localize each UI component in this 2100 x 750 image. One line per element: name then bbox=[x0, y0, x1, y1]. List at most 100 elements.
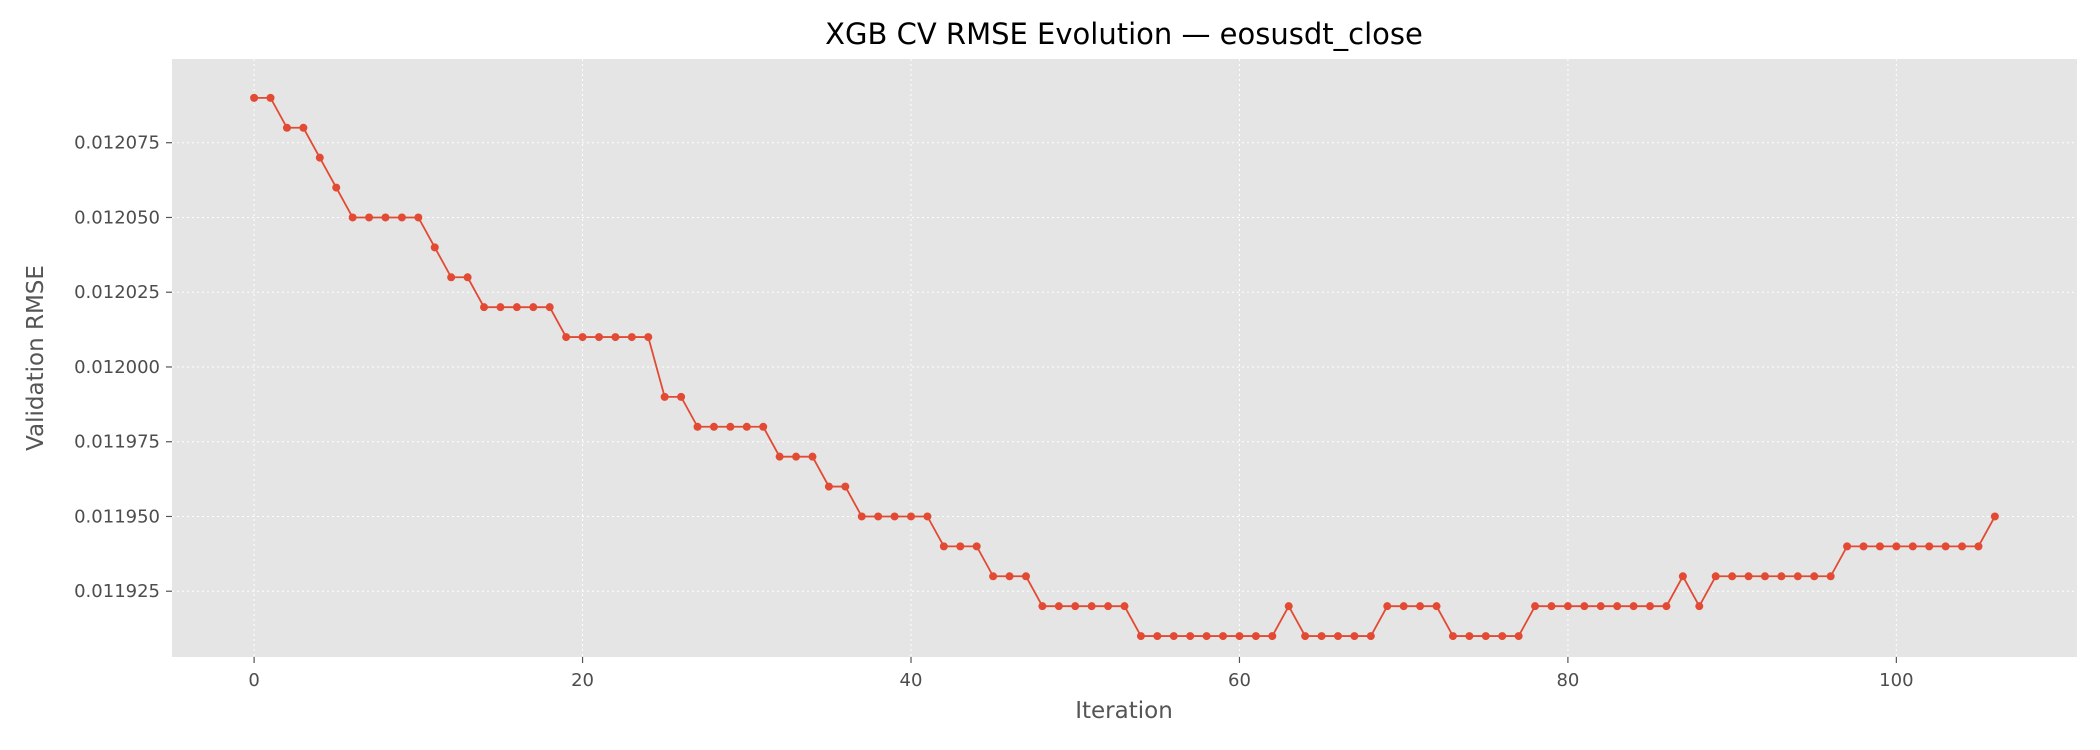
data-point bbox=[282, 123, 291, 132]
data-point bbox=[742, 422, 751, 431]
data-point bbox=[1547, 602, 1556, 611]
data-point bbox=[874, 512, 883, 521]
data-point bbox=[1350, 632, 1359, 641]
data-point bbox=[1136, 632, 1145, 641]
data-point bbox=[1678, 572, 1687, 581]
data-point bbox=[397, 213, 406, 222]
data-point bbox=[1186, 632, 1195, 641]
data-point bbox=[644, 333, 653, 342]
data-point bbox=[1005, 572, 1014, 581]
data-point bbox=[512, 303, 521, 312]
data-point bbox=[1498, 632, 1507, 641]
x-tick-label: 60 bbox=[1228, 670, 1251, 691]
data-point bbox=[1235, 632, 1244, 641]
data-point bbox=[1662, 602, 1671, 611]
x-tick-label: 80 bbox=[1556, 670, 1579, 691]
data-point bbox=[1728, 572, 1737, 581]
y-tick-label: 0.012025 bbox=[74, 282, 160, 303]
data-point bbox=[480, 303, 489, 312]
data-point bbox=[1958, 542, 1967, 551]
x-axis-ticks: 0 20 40 60 80 100 bbox=[248, 657, 1914, 691]
data-point bbox=[447, 273, 456, 282]
data-point bbox=[660, 392, 669, 401]
data-point bbox=[463, 273, 472, 282]
data-point bbox=[266, 93, 275, 102]
data-point bbox=[1383, 602, 1392, 611]
data-point bbox=[1021, 572, 1030, 581]
data-point bbox=[1284, 602, 1293, 611]
data-point bbox=[1169, 632, 1178, 641]
data-point bbox=[1875, 542, 1884, 551]
chart-title: XGB CV RMSE Evolution — eosusdt_close bbox=[825, 17, 1423, 51]
data-point bbox=[1301, 632, 1310, 641]
series-points bbox=[250, 93, 1999, 641]
y-tick-label: 0.012000 bbox=[74, 357, 160, 378]
y-tick-label: 0.011925 bbox=[74, 581, 160, 602]
data-point bbox=[1925, 542, 1934, 551]
data-point bbox=[792, 452, 801, 461]
data-point bbox=[709, 422, 718, 431]
y-tick-label: 0.011950 bbox=[74, 506, 160, 527]
y-axis-ticks: 0.011925 0.011950 0.011975 0.012000 0.012025… bbox=[74, 133, 172, 602]
data-point bbox=[1251, 632, 1260, 641]
data-point bbox=[496, 303, 505, 312]
data-point bbox=[1990, 512, 1999, 521]
data-point bbox=[529, 303, 538, 312]
data-point bbox=[808, 452, 817, 461]
data-point bbox=[1054, 602, 1063, 611]
data-point bbox=[1826, 572, 1835, 581]
data-point bbox=[1153, 632, 1162, 641]
data-point bbox=[907, 512, 916, 521]
data-point bbox=[1629, 602, 1638, 611]
data-point bbox=[939, 542, 948, 551]
plot-area bbox=[172, 59, 2077, 657]
data-point bbox=[1465, 632, 1474, 641]
y-tick-label: 0.011975 bbox=[74, 432, 160, 453]
x-axis-label: Iteration bbox=[1075, 698, 1173, 724]
data-point bbox=[1514, 632, 1523, 641]
data-point bbox=[1399, 602, 1408, 611]
data-point bbox=[1793, 572, 1802, 581]
data-point bbox=[1695, 602, 1704, 611]
data-point bbox=[1120, 602, 1129, 611]
data-point bbox=[1038, 602, 1047, 611]
data-point bbox=[1563, 602, 1572, 611]
x-tick-label: 100 bbox=[1879, 670, 1913, 691]
data-point bbox=[1481, 632, 1490, 641]
data-point bbox=[677, 392, 686, 401]
y-axis-label: Validation RMSE bbox=[23, 265, 49, 451]
data-point bbox=[1333, 632, 1342, 641]
data-point bbox=[1448, 632, 1457, 641]
data-point bbox=[1219, 632, 1228, 641]
data-point bbox=[1760, 572, 1769, 581]
data-point bbox=[1087, 602, 1096, 611]
data-point bbox=[857, 512, 866, 521]
data-point bbox=[545, 303, 554, 312]
data-point bbox=[989, 572, 998, 581]
data-point bbox=[299, 123, 308, 132]
x-tick-label: 0 bbox=[248, 670, 259, 691]
data-point bbox=[1908, 542, 1917, 551]
data-point bbox=[1104, 602, 1113, 611]
data-point bbox=[1974, 542, 1983, 551]
data-point bbox=[1744, 572, 1753, 581]
data-point bbox=[1432, 602, 1441, 611]
data-point bbox=[430, 243, 439, 252]
data-point bbox=[1580, 602, 1589, 611]
data-point bbox=[956, 542, 965, 551]
data-point bbox=[381, 213, 390, 222]
x-tick-label: 20 bbox=[571, 670, 594, 691]
data-point bbox=[578, 333, 587, 342]
data-point bbox=[250, 93, 259, 102]
data-point bbox=[972, 542, 981, 551]
data-point bbox=[726, 422, 735, 431]
data-point bbox=[824, 482, 833, 491]
data-point bbox=[627, 333, 636, 342]
data-point bbox=[759, 422, 768, 431]
data-point bbox=[1268, 632, 1277, 641]
data-point bbox=[1941, 542, 1950, 551]
y-tick-label: 0.012050 bbox=[74, 207, 160, 228]
data-point bbox=[1531, 602, 1540, 611]
data-point bbox=[1843, 542, 1852, 551]
